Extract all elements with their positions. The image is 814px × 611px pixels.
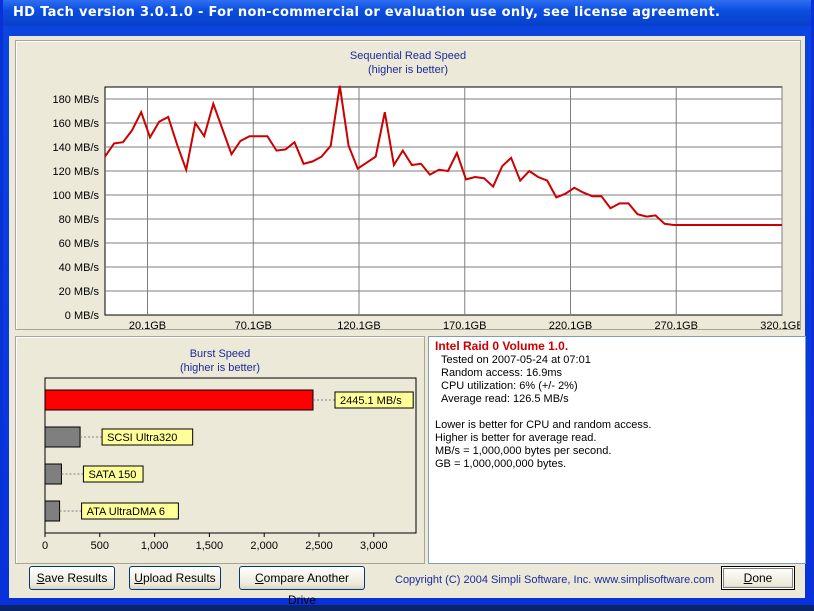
y-tick-label: 0 MB/s: [65, 310, 100, 322]
upload-results-button[interactable]: Upload Results: [129, 566, 221, 590]
average-read: Average read: 126.5 MB/s: [441, 393, 569, 405]
x-tick-label: 500: [91, 540, 109, 552]
random-access: Random access: 16.9ms: [441, 367, 563, 379]
x-tick-label: 320.1GB: [760, 320, 800, 329]
x-tick-label: 1,500: [196, 540, 224, 552]
bar-label: SATA 150: [88, 469, 136, 481]
drive-name: Intel Raid 0 Volume 1.0.: [435, 339, 569, 353]
cpu-utilization: CPU utilization: 6% (+/- 2%): [441, 380, 578, 392]
x-tick-label: 0: [42, 540, 48, 552]
bar-label-box: [334, 391, 414, 409]
y-tick-label: 140 MB/s: [53, 142, 100, 154]
bar-label-box: [82, 465, 144, 483]
compare-accel: C: [254, 571, 264, 585]
read-chart-title: Sequential Read Speed (higher is better): [16, 49, 800, 77]
x-tick-label: 2,500: [305, 540, 333, 552]
burst-title: Burst Speed: [189, 348, 251, 360]
bar-label-box: [81, 502, 179, 520]
reference-bar: [44, 500, 61, 522]
note-line: Higher is better for average read.: [435, 432, 597, 444]
x-tick-label: 70.1GB: [235, 320, 272, 329]
burst-subtitle: (higher is better): [179, 362, 261, 374]
burst-speed-panel: Burst Speed (higher is better) 0 500 1,000…: [15, 336, 425, 564]
bar-label: ATA UltraDMA 6: [87, 506, 165, 518]
tested-date: Tested on 2007-05-24 at 07:01: [441, 354, 591, 366]
y-tick-label: 40 MB/s: [59, 262, 100, 274]
x-tick-label: 20.1GB: [129, 320, 166, 329]
bar-label: 2445.1 MB/s: [340, 395, 402, 407]
results-panel: Intel Raid 0 Volume 1.0. Tested on 2007-…: [428, 336, 806, 564]
y-tick-label: 60 MB/s: [59, 238, 100, 250]
sequential-read-panel: Sequential Read Speed (higher is better)…: [15, 40, 801, 330]
compare-label: ompare Another Drive: [263, 571, 350, 607]
bar-label: SCSI Ultra320: [107, 432, 177, 444]
save-results-button[interactable]: Save Results: [29, 566, 115, 590]
burst-chart-title: Burst Speed (higher is better): [16, 347, 424, 375]
burst-bar: [44, 389, 314, 411]
plot-area: [104, 86, 783, 316]
read-speed-line: [104, 85, 782, 226]
note-line: MB/s = 1,000,000 bytes per second.: [435, 445, 612, 457]
sequential-read-chart: 0 MB/s 20 MB/s 40 MB/s 60 MB/s 80 MB/s 100 MB…: [53, 85, 800, 329]
x-tick-label: 2,000: [250, 540, 278, 552]
reference-bar: [44, 426, 81, 448]
copyright-link[interactable]: Copyright (C) 2004 Simpli Software, Inc.…: [395, 574, 715, 586]
bar-label-box: [101, 428, 194, 446]
y-tick-label: 20 MB/s: [59, 286, 100, 298]
reference-bar: [44, 463, 62, 485]
compare-drive-button[interactable]: Compare Another Drive: [239, 566, 365, 607]
done-label: one: [752, 571, 773, 585]
burst-speed-chart: 0 500 1,000 1,500 2,000 2,500 3,000 2445.1 MB/s…: [42, 377, 417, 552]
y-tick-label: 100 MB/s: [53, 190, 100, 202]
upload-accel: U: [134, 571, 143, 585]
x-tick-label: 3,000: [360, 540, 388, 552]
x-tick-label: 220.1GB: [549, 320, 592, 329]
x-tick-label: 170.1GB: [443, 320, 486, 329]
upload-label: pload Results: [142, 571, 216, 585]
x-tick-label: 1,000: [141, 540, 169, 552]
client-area: Sequential Read Speed (higher is better)…: [9, 36, 806, 607]
read-title: Sequential Read Speed: [349, 50, 467, 62]
y-tick-label: 180 MB/s: [53, 94, 100, 106]
x-tick-label: 270.1GB: [655, 320, 698, 329]
read-subtitle: (higher is better): [367, 64, 449, 76]
done-accel: D: [743, 571, 753, 585]
y-tick-label: 120 MB/s: [53, 166, 100, 178]
window-title: HD Tach version 3.0.1.0 - For non-commer…: [3, 0, 811, 26]
x-tick-label: 120.1GB: [337, 320, 380, 329]
note-line: GB = 1,000,000,000 bytes.: [435, 458, 567, 470]
done-button[interactable]: Done: [721, 566, 795, 590]
y-tick-label: 160 MB/s: [53, 118, 100, 130]
save-label: ave Results: [44, 571, 108, 585]
note-line: Lower is better for CPU and random acces…: [435, 419, 652, 431]
save-accel: S: [36, 571, 45, 585]
y-tick-label: 80 MB/s: [59, 214, 100, 226]
